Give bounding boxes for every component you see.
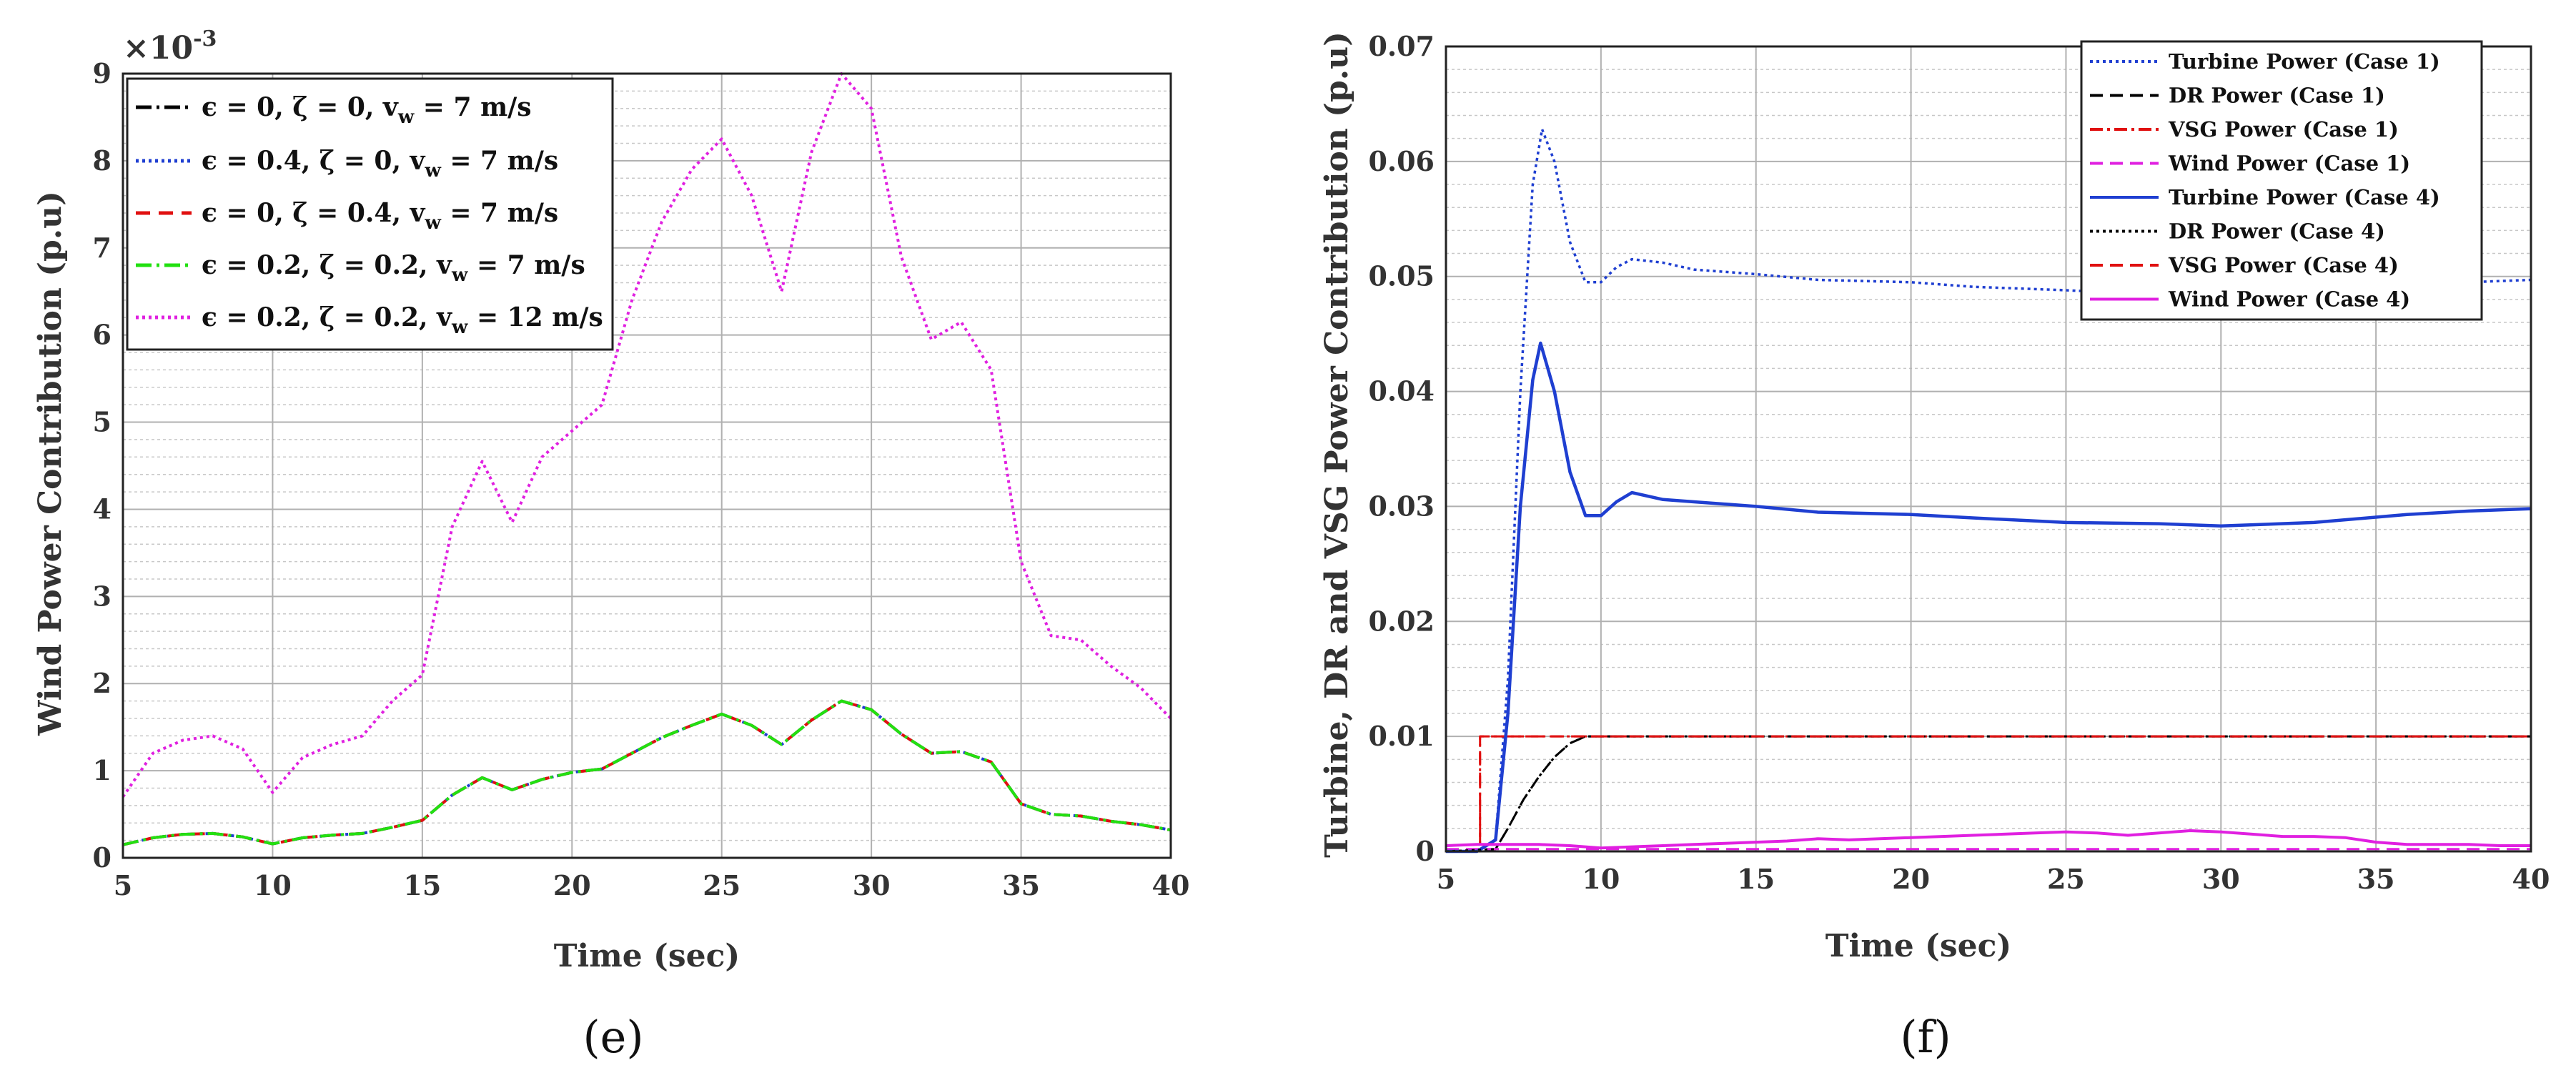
x-tick-label: 15 — [1737, 863, 1775, 895]
y-tick-label: 4 — [93, 493, 112, 525]
y-tick-label: 9 — [93, 57, 112, 89]
y-tick-label: 7 — [93, 232, 112, 264]
x-tick-label: 35 — [2357, 863, 2395, 895]
x-axis-label: Time (sec) — [1826, 928, 2012, 964]
y-tick-label: 0.01 — [1368, 720, 1435, 752]
series-line-8 — [1445, 829, 2531, 850]
legend-entry: ϵ = 0.2, ζ = 0.2, vw = 12 m/s — [202, 302, 603, 338]
x-tick-label: 40 — [2512, 863, 2550, 895]
x-tick-label: 5 — [1437, 863, 1455, 895]
x-tick-label: 5 — [114, 869, 132, 901]
legend-entry: Wind Power (Case 1) — [2168, 152, 2410, 176]
x-tick-label: 40 — [1152, 869, 1190, 901]
y-tick-label: 6 — [93, 319, 112, 351]
x-tick-label: 25 — [703, 869, 740, 901]
legend: ϵ = 0, ζ = 0, vw = 7 m/s ϵ = 0.4, ζ = 0, … — [126, 77, 614, 351]
legend: Turbine Power (Case 1) DR Power (Case 1) V… — [2080, 40, 2483, 321]
chart-panel-f: 5 10 15 20 25 30 35 40 0 0.01 0.02 0.03 0.04 0.05 0.0… — [1319, 30, 2550, 1063]
y-tick-label: 0.02 — [1368, 605, 1435, 637]
y-tick-label: 1 — [93, 754, 112, 786]
x-tick-label: 35 — [1002, 869, 1040, 901]
x-tick-label: 20 — [1892, 863, 1930, 895]
legend-entry: Wind Power (Case 4) — [2168, 287, 2410, 312]
plot-frame — [1445, 45, 2532, 853]
legend-entry: VSG Power (Case 4) — [2168, 253, 2399, 277]
series-lines — [122, 72, 1172, 846]
x-tick-label: 30 — [853, 869, 891, 901]
x-tick-label: 10 — [254, 869, 292, 901]
legend-entry: DR Power (Case 4) — [2169, 219, 2385, 244]
legend-entry: ϵ = 0, ζ = 0, vw = 7 m/s — [202, 92, 532, 128]
series-line-1 — [1446, 128, 2532, 853]
y-tick-label: 0.07 — [1368, 30, 1435, 62]
legend-entry: DR Power (Case 1) — [2169, 84, 2385, 108]
y-tick-label: 0.04 — [1368, 375, 1435, 407]
series-lines — [1445, 128, 2532, 854]
y-tick-label: 0.06 — [1368, 145, 1435, 177]
panel-label: (f) — [1900, 1011, 1951, 1063]
legend-entry: ϵ = 0.4, ζ = 0, vw = 7 m/s — [202, 146, 558, 182]
y-tick-label: 0 — [93, 841, 112, 874]
legend-box — [2080, 40, 2483, 321]
x-tick-label: 20 — [553, 869, 591, 901]
x-tick-label: 10 — [1582, 863, 1620, 895]
y-tick-label: 5 — [93, 406, 112, 438]
legend-entry: Turbine Power (Case 1) — [2169, 49, 2440, 74]
x-tick-label: 30 — [2202, 863, 2240, 895]
y-axis-label: Turbine, DR and VSG Power Contribution (… — [1319, 31, 1355, 858]
x-axis-label: Time (sec) — [554, 938, 740, 974]
series-line-4 — [122, 699, 1171, 846]
series-line-2 — [1445, 735, 2531, 853]
legend-entry: VSG Power (Case 1) — [2168, 117, 2399, 142]
y-multiplier: ×10-3 — [123, 26, 217, 66]
legend-entry: ϵ = 0, ζ = 0.4, vw = 7 m/s — [202, 198, 558, 234]
chart-panel-e: 5 10 15 20 25 30 35 40 0 1 2 3 4 5 6 7 8 9 ×10-3 Time (s… — [32, 26, 1189, 1063]
y-tick-label: 3 — [93, 580, 112, 612]
y-tick-labels: 0 1 2 3 4 5 6 7 8 9 — [93, 57, 112, 874]
plot-frame — [122, 72, 1172, 859]
legend-entry: ϵ = 0.2, ζ = 0.2, vw = 7 m/s — [202, 250, 585, 286]
y-tick-label: 0 — [1416, 835, 1435, 867]
x-tick-label: 15 — [403, 869, 441, 901]
y-axis-label: Wind Power Contribution (p.u) — [32, 191, 69, 736]
x-tick-labels: 5 10 15 20 25 30 35 40 — [114, 869, 1190, 901]
series-line-5 — [122, 72, 1172, 798]
y-tick-label: 8 — [93, 144, 112, 177]
series-line-5 — [1446, 341, 2532, 854]
y-tick-label: 0.03 — [1368, 490, 1435, 522]
y-tick-label: 2 — [93, 667, 112, 699]
y-tick-label: 0.05 — [1368, 260, 1435, 292]
panel-label: (e) — [583, 1011, 643, 1063]
y-tick-labels: 0 0.01 0.02 0.03 0.04 0.05 0.06 0.07 — [1368, 30, 1435, 867]
legend-entry: Turbine Power (Case 4) — [2169, 185, 2440, 209]
series-line-7 — [1446, 735, 2531, 853]
x-tick-label: 25 — [2047, 863, 2085, 895]
x-tick-labels: 5 10 15 20 25 30 35 40 — [1437, 863, 2550, 895]
legend-box — [126, 77, 614, 351]
